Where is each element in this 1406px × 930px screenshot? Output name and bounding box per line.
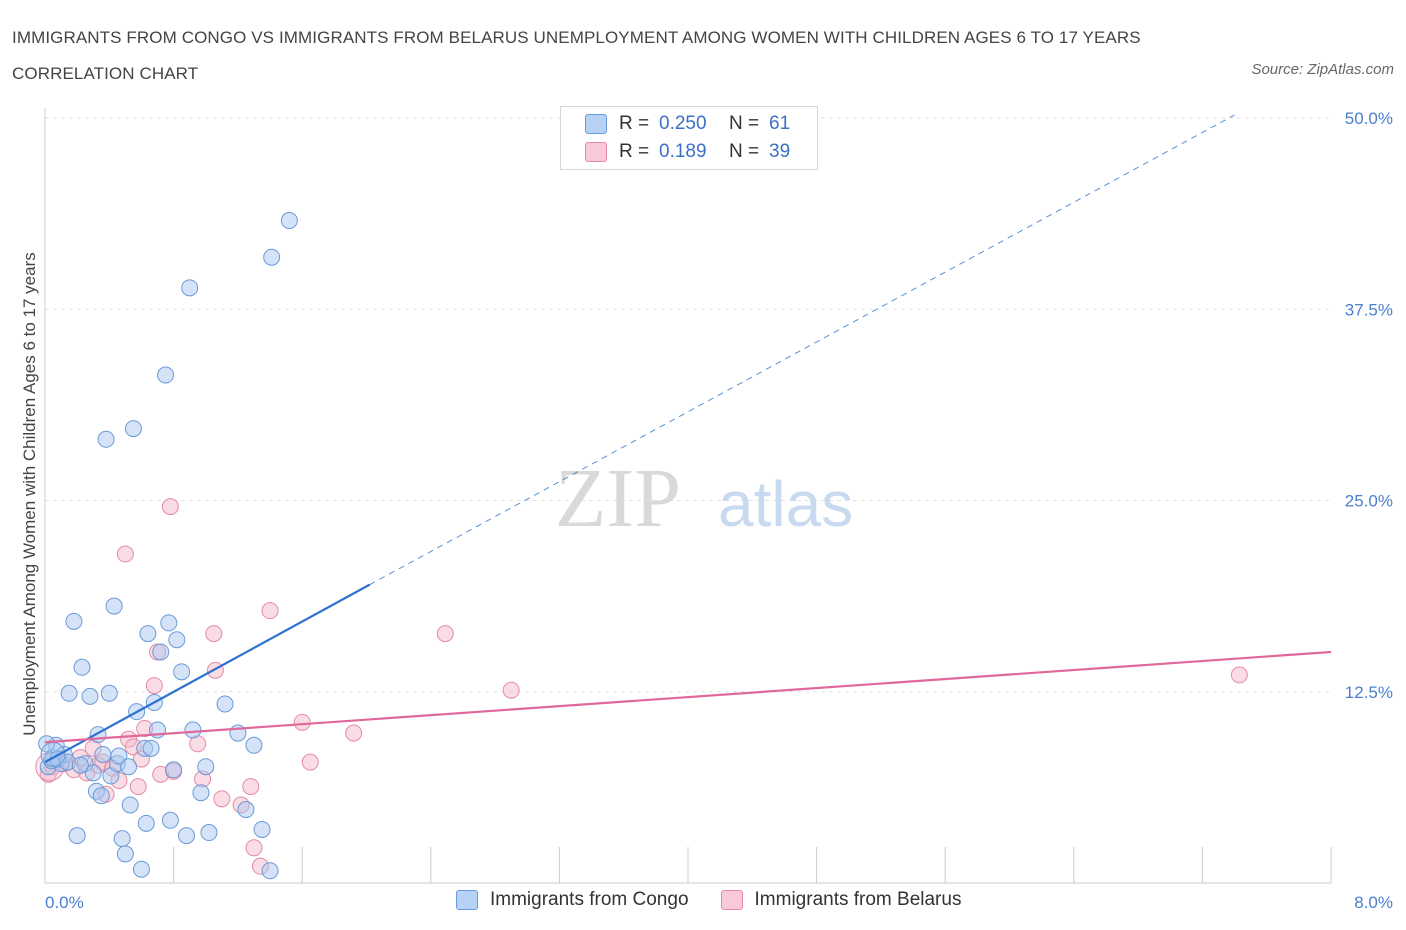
belarus-point — [213, 790, 231, 808]
belarus-trend-line — [44, 650, 1332, 744]
series-belarus-points — [35, 498, 1248, 875]
congo-point — [132, 860, 150, 878]
belarus-point — [205, 625, 223, 643]
congo-point — [152, 643, 170, 661]
congo-point — [200, 824, 218, 842]
grid-lines — [45, 117, 1331, 693]
bottom-legend: Immigrants from Congo Immigrants from Be… — [456, 889, 993, 911]
bottom-legend-swatch-belarus — [720, 890, 743, 910]
y-tick-label: 25.0% — [1345, 492, 1393, 511]
congo-point — [157, 366, 175, 384]
x-tick-label-start: 0.0% — [45, 893, 84, 912]
belarus-point — [145, 677, 163, 695]
congo-point — [97, 430, 115, 448]
congo-point — [121, 796, 139, 814]
x-tick-label-end: 8.0% — [1354, 893, 1393, 912]
legend-r-label: R = — [619, 141, 650, 162]
legend: R = 0.250 N = 61 R = 0.189 N = 39 — [560, 106, 818, 170]
congo-point — [177, 827, 195, 845]
congo-point — [105, 597, 123, 615]
congo-point — [181, 279, 199, 297]
congo-point — [71, 756, 89, 774]
congo-point — [216, 695, 234, 713]
congo-point — [237, 801, 255, 819]
watermark-atlas: atlas — [718, 468, 853, 540]
belarus-point — [261, 602, 279, 620]
belarus-point — [129, 778, 147, 796]
belarus-point — [116, 545, 134, 563]
congo-point — [120, 758, 138, 776]
congo-point — [139, 625, 157, 643]
belarus-point — [436, 625, 454, 643]
congo-point — [142, 739, 160, 757]
congo-point — [168, 631, 186, 649]
legend-n-label: N = — [729, 141, 760, 162]
belarus-point — [345, 724, 363, 742]
congo-point — [68, 827, 86, 845]
bottom-legend-label-belarus: Immigrants from Belarus — [754, 889, 962, 910]
source-label: Source: ZipAtlas.com — [1251, 61, 1394, 78]
congo-point — [73, 658, 91, 676]
bottom-legend-congo: Immigrants from Congo — [456, 889, 689, 911]
bottom-legend-label-congo: Immigrants from Congo — [490, 889, 689, 910]
congo-point — [137, 814, 155, 832]
congo-point — [113, 830, 131, 848]
belarus-point — [161, 498, 179, 516]
legend-swatch-belarus — [585, 142, 607, 162]
congo-point — [124, 420, 142, 438]
belarus-point — [1230, 666, 1248, 684]
bottom-legend-belarus: Immigrants from Belarus — [720, 889, 962, 911]
y-tick-label: 37.5% — [1345, 300, 1393, 319]
congo-point — [65, 612, 83, 630]
belarus-point — [301, 753, 319, 771]
congo-point — [197, 758, 215, 776]
belarus-point — [293, 713, 311, 731]
trend-lines — [44, 114, 1332, 764]
belarus-point — [245, 839, 263, 857]
congo-point — [161, 811, 179, 829]
bottom-legend-swatch-congo — [456, 890, 478, 910]
congo-point-cluster — [40, 741, 66, 767]
chart-title: IMMIGRANTS FROM CONGO VS IMMIGRANTS FROM… — [12, 28, 1141, 83]
congo-point — [263, 248, 281, 266]
congo-point — [280, 212, 298, 230]
legend-r-label: R = — [619, 113, 650, 134]
legend-row-belarus: R = 0.189 N = 39 — [585, 138, 790, 166]
congo-point — [165, 761, 183, 779]
congo-point — [184, 721, 202, 739]
legend-n-value: 39 — [769, 141, 791, 162]
y-tick-label: 50.0% — [1345, 109, 1393, 128]
congo-point — [173, 663, 191, 681]
congo-point — [261, 862, 279, 880]
watermark-zip: ZIP — [555, 452, 681, 545]
congo-point — [94, 745, 112, 763]
axes — [44, 108, 1332, 884]
congo-point — [92, 787, 110, 805]
congo-point — [81, 687, 99, 705]
congo-trend-line — [44, 583, 371, 764]
congo-point — [245, 736, 263, 754]
congo-point — [192, 784, 210, 802]
legend-n-label: N = — [729, 113, 760, 134]
belarus-point — [242, 778, 260, 796]
congo-point — [160, 614, 178, 632]
congo-point — [110, 747, 128, 765]
belarus-point — [502, 681, 520, 699]
congo-point — [116, 845, 134, 863]
tick-labels: 12.5% 25.0% 37.5% 50.0% 0.0% 8.0% — [45, 109, 1393, 912]
congo-point — [84, 764, 102, 782]
congo-point — [60, 684, 78, 702]
legend-row-congo: R = 0.250 N = 61 — [585, 110, 790, 138]
congo-point — [100, 684, 118, 702]
legend-n-value: 61 — [769, 113, 791, 134]
congo-point — [253, 820, 271, 838]
legend-r-value: 0.189 — [659, 141, 707, 162]
legend-r-value: 0.250 — [659, 113, 707, 134]
legend-swatch-congo — [585, 114, 607, 134]
y-tick-label: 12.5% — [1345, 683, 1393, 702]
